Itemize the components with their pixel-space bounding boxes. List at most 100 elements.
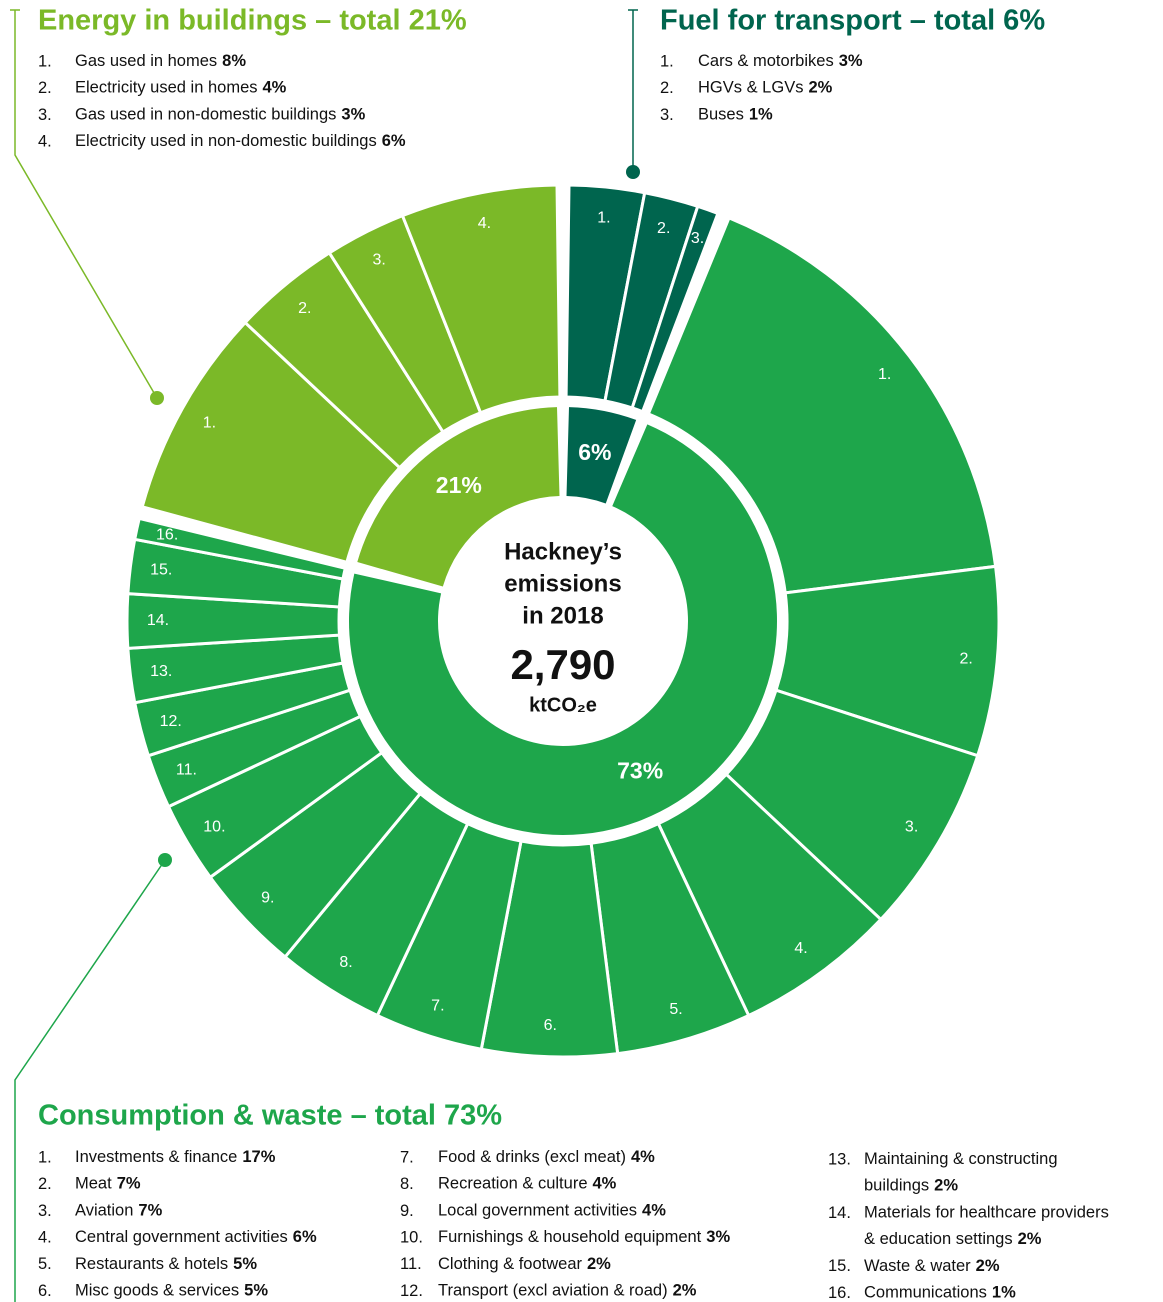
- legend-label: HGVs & LGVs 2%: [698, 79, 833, 97]
- leader-buildings: [10, 9, 158, 399]
- legend-text: Investments & finance: [75, 1148, 237, 1166]
- legend-value: 1%: [749, 106, 773, 124]
- legend-number: 3.: [660, 106, 674, 124]
- segment-number: 14.: [147, 612, 169, 629]
- legend-value: 3%: [706, 1228, 730, 1246]
- center-line: in 2018: [522, 602, 603, 629]
- legend-number: 8.: [400, 1175, 414, 1193]
- legend-text: Clothing & footwear: [438, 1255, 583, 1273]
- segment-number: 15.: [150, 561, 172, 578]
- legend-number: 2.: [38, 1175, 52, 1193]
- segment-number: 2.: [960, 650, 973, 667]
- segment-number: 4.: [794, 940, 807, 957]
- legend-label: & education settings 2%: [864, 1230, 1042, 1248]
- legend-text: Materials for healthcare providers: [864, 1204, 1109, 1222]
- legend-label: Recreation & culture 4%: [438, 1175, 617, 1193]
- legend-number: 2.: [38, 79, 52, 97]
- leader-dot: [150, 391, 164, 405]
- legend-value: 2%: [934, 1177, 958, 1195]
- legend-label: buildings 2%: [864, 1177, 958, 1195]
- legend-value: 4%: [642, 1202, 666, 1220]
- outer-segment: [646, 215, 998, 595]
- leader-transport: [628, 9, 638, 172]
- legend-text: Waste & water: [864, 1257, 971, 1275]
- legend-number: 11.: [400, 1255, 422, 1273]
- legend-number: 13.: [828, 1150, 851, 1168]
- legend-label: Investments & finance 17%: [75, 1148, 276, 1166]
- legend-text: Buses: [698, 106, 744, 124]
- inner-segment: [357, 407, 560, 587]
- legend-label: Gas used in non-domestic buildings 3%: [75, 106, 366, 124]
- legend-value: 8%: [222, 52, 246, 70]
- segment-number: 1.: [878, 366, 891, 383]
- group-heading: Consumption & waste – total 73%: [38, 1100, 502, 1132]
- rings: 6% 1. 2. 3. 73% 1. 2. 3. 4. 5. 6. 7. 8. 9. 10. 11. 12. 13…: [125, 183, 1001, 1059]
- center-label: Hackney’s emissions in 2018 2,790 ktCO₂e: [504, 538, 622, 716]
- segment-number: 2.: [298, 300, 311, 317]
- legend-number: 5.: [38, 1255, 52, 1273]
- legend-label: Electricity used in homes 4%: [75, 79, 287, 97]
- legend-label: Buses 1%: [698, 106, 773, 124]
- legend-value: 7%: [117, 1175, 141, 1193]
- legend-text: Misc goods & services: [75, 1282, 239, 1300]
- segment-number: 16.: [156, 527, 178, 544]
- legend-text: buildings: [864, 1177, 929, 1195]
- legend-value: 2%: [587, 1255, 611, 1273]
- legend-value: 2%: [976, 1257, 1000, 1275]
- leader-dot: [626, 165, 640, 179]
- legend-number: 12.: [400, 1282, 423, 1300]
- outer-segment: [132, 516, 348, 581]
- segment-number: 9.: [261, 889, 274, 906]
- segment-number: 1.: [597, 209, 610, 226]
- group-heading: Fuel for transport – total 6%: [660, 5, 1045, 37]
- legend-text: Food & drinks (excl meat): [438, 1148, 626, 1166]
- inner-value-label: 73%: [617, 758, 663, 784]
- legend-number: 2.: [660, 79, 674, 97]
- legend-text: Electricity used in homes: [75, 79, 258, 97]
- legend-label: Maintaining & constructing: [864, 1150, 1058, 1168]
- inner-value-label: 6%: [578, 439, 611, 465]
- legend-text: Gas used in homes: [75, 52, 217, 70]
- legend-number: 1.: [38, 52, 52, 70]
- legend-number: 14.: [828, 1204, 851, 1222]
- legend-label: Restaurants & hotels 5%: [75, 1255, 257, 1273]
- legend-value: 2%: [673, 1282, 697, 1300]
- segment-number: 3.: [691, 230, 704, 247]
- legend-value: 4%: [593, 1175, 617, 1193]
- outer-segment: [630, 204, 720, 414]
- legend-number: 4.: [38, 1228, 52, 1246]
- segment-number: 11.: [176, 761, 197, 778]
- legend-value: 3%: [341, 106, 365, 124]
- segment-number: 3.: [905, 818, 918, 835]
- legend-label: Materials for healthcare providers: [864, 1204, 1109, 1222]
- legend-text: Furnishings & household equipment: [438, 1228, 702, 1246]
- inner-segment: [349, 424, 777, 835]
- legend-number: 1.: [660, 52, 674, 70]
- segment-number: 13.: [150, 663, 172, 680]
- segment-number: 1.: [203, 415, 216, 432]
- legend-value: 6%: [293, 1228, 317, 1246]
- legend-label: Gas used in homes 8%: [75, 52, 246, 70]
- legend-number: 6.: [38, 1282, 52, 1300]
- legend-value: 7%: [138, 1202, 162, 1220]
- legend-text: Electricity used in non-domestic buildin…: [75, 132, 377, 150]
- center-line: Hackney’s: [504, 538, 622, 565]
- legend-label: Aviation 7%: [75, 1202, 163, 1220]
- legend-text: Aviation: [75, 1202, 133, 1220]
- legends: Fuel for transport – total 6% 1. Cars & mo…: [38, 5, 1109, 1302]
- legend-text: Meat: [75, 1175, 112, 1193]
- segment-number: 12.: [160, 713, 182, 730]
- legend-number: 3.: [38, 1202, 52, 1220]
- group-heading: Energy in buildings – total 21%: [38, 5, 467, 37]
- leader-consumption: [14, 859, 166, 1302]
- legend-number: 4.: [38, 132, 52, 150]
- legend-value: 3%: [839, 52, 863, 70]
- outer-segment: [400, 183, 562, 415]
- legend-text: Gas used in non-domestic buildings: [75, 106, 336, 124]
- legend-label: Local government activities 4%: [438, 1202, 666, 1220]
- legend-value: 4%: [263, 79, 287, 97]
- legend-number: 1.: [38, 1148, 52, 1166]
- leader-dot: [158, 853, 172, 867]
- legend-label: Clothing & footwear 2%: [438, 1255, 611, 1273]
